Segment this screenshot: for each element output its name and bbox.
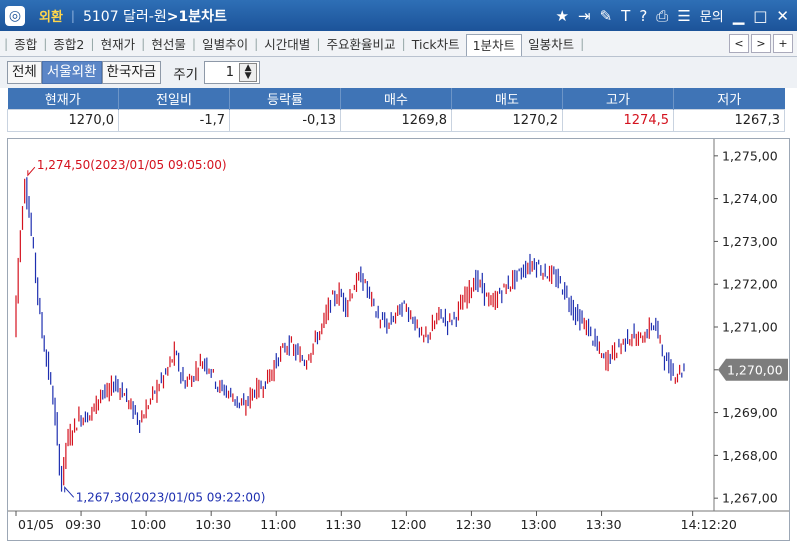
y-tick-label: 1,273,00 — [722, 234, 778, 249]
market-badge: 외환 — [39, 10, 63, 25]
header-current: 현재가 — [7, 88, 119, 109]
value-high: 1274,5 — [562, 108, 674, 132]
pen-icon[interactable]: ✎ — [599, 6, 613, 25]
header-high: 고가 — [562, 88, 674, 109]
x-tick-label: 11:30 — [325, 517, 361, 532]
tab-add-button[interactable]: + — [773, 34, 793, 53]
x-tick-label: 13:00 — [521, 517, 557, 532]
chart-panel[interactable]: 1,275,00 1,274,00 1,273,00 1,272,00 1,271,00… — [7, 138, 790, 541]
tab-next-button[interactable]: > — [751, 34, 771, 53]
print-icon[interactable]: ⎙ — [656, 6, 669, 25]
y-tick-label: 1,269,00 — [722, 405, 778, 420]
tab-summary2[interactable]: 종합2 — [53, 37, 85, 52]
tab-fx-compare[interactable]: 주요환율비교 — [326, 37, 396, 52]
minimize-icon[interactable]: ▁ — [732, 6, 745, 25]
high-annotation: 1,274,50(2023/01/05 09:05:00) — [37, 158, 227, 172]
current-price-marker — [718, 358, 788, 381]
period-value[interactable]: 1 — [225, 65, 235, 80]
tab-summary[interactable]: 종합 — [14, 37, 38, 52]
x-tick-label: 09:30 — [65, 517, 101, 532]
title-prefix: 5107 달러-원 — [82, 8, 167, 25]
y-tick-label: 1,272,00 — [722, 277, 778, 292]
tab-tick-chart[interactable]: Tick차트 — [411, 37, 460, 52]
low-annotation: 1,267,30(2023/01/05 09:22:00) — [76, 490, 266, 504]
quote-header-row: 현재가 전일비 등락률 매수 매도 고가 저가 — [7, 88, 785, 109]
x-tick-label: 10:30 — [195, 517, 231, 532]
period-stepper[interactable]: 1 ▲ ▼ — [204, 61, 261, 84]
control-bar: 전체 서울외환 한국자금 주기 1 ▲ ▼ — [0, 57, 797, 88]
app-logo-icon: ◎ — [5, 5, 25, 26]
window-title: 5107 달러-원>1분차트 — [83, 6, 227, 26]
value-low: 1267,3 — [673, 108, 785, 132]
x-tick-label: 13:30 — [586, 517, 622, 532]
tab-current-price[interactable]: 현재가 — [100, 37, 136, 52]
tab-spot-futures[interactable]: 현선물 — [151, 37, 186, 52]
high-arrow-icon — [27, 166, 36, 177]
tab-daily-chart[interactable]: 일봉차트 — [528, 37, 575, 52]
filter-all-button[interactable]: 전체 — [7, 61, 42, 84]
tab-navigation: < > + — [729, 34, 793, 53]
tab-bar: | 종합 | 종합2 | 현재가 | 현선물 | 일별추이 | 시간대별 | 주요환율비교 |… — [0, 31, 797, 57]
export-icon[interactable]: ⇥ — [578, 6, 591, 25]
tab-daily-trend[interactable]: 일별추이 — [202, 37, 249, 52]
title-separator: | — [70, 8, 75, 23]
y-tick-label: 1,267,00 — [722, 491, 778, 506]
price-chart[interactable]: 1,275,00 1,274,00 1,273,00 1,272,00 1,271,00… — [8, 139, 789, 540]
title-suffix: >1분차트 — [166, 8, 227, 25]
title-bar: ◎ 외환 | 5107 달러-원>1분차트 ★ ⇥ ✎ T ? ⎙ ☰ 문의 ▁… — [0, 0, 797, 31]
close-icon[interactable]: ✕ — [776, 6, 789, 25]
text-icon[interactable]: T — [621, 6, 631, 25]
star-icon[interactable]: ★ — [555, 6, 569, 25]
quote-table: 현재가 전일비 등락률 매수 매도 고가 저가 1270,0 -1,7 -0,1… — [7, 88, 785, 132]
maximize-icon[interactable]: □ — [753, 6, 768, 25]
x-tick-label: 12:00 — [390, 517, 426, 532]
current-price-label: 1,270,00 — [727, 362, 783, 377]
inquiry-button[interactable]: 문의 — [699, 10, 724, 25]
tab-1min-chart[interactable]: 1분차트 — [465, 34, 523, 56]
x-tick-label: 01/05 — [18, 517, 54, 532]
value-change: -1,7 — [118, 108, 230, 132]
list-icon[interactable]: ☰ — [677, 6, 691, 25]
stepper-arrows-icon[interactable]: ▲ ▼ — [239, 63, 258, 82]
y-tick-label: 1,268,00 — [722, 448, 778, 463]
header-change-rate: 등락률 — [229, 88, 341, 109]
toolbar-icons: ★ ⇥ ✎ T ? ⎙ ☰ 문의 ▁ □ ✕ — [556, 0, 789, 31]
value-current: 1270,0 — [7, 108, 119, 132]
x-tick-label: 12:30 — [455, 517, 491, 532]
x-tick-label: 14:12:20 — [681, 517, 737, 532]
filter-seoul-button[interactable]: 서울외환 — [41, 61, 102, 84]
filter-korea-button[interactable]: 한국자금 — [101, 61, 162, 84]
header-low: 저가 — [673, 88, 785, 109]
x-tick-label: 11:00 — [260, 517, 296, 532]
y-tick-label: 1,274,00 — [722, 191, 778, 206]
quote-value-row: 1270,0 -1,7 -0,13 1269,8 1270,2 1274,5 1… — [7, 108, 785, 132]
tab-by-time[interactable]: 시간대별 — [264, 37, 311, 52]
help-icon[interactable]: ? — [639, 6, 648, 25]
value-change-rate: -0,13 — [229, 108, 341, 132]
period-label: 주기 — [173, 66, 199, 83]
header-change: 전일비 — [118, 88, 230, 109]
value-ask: 1270,2 — [451, 108, 563, 132]
value-bid: 1269,8 — [340, 108, 452, 132]
y-tick-label: 1,271,00 — [722, 320, 778, 335]
y-tick-label: 1,275,00 — [722, 148, 778, 163]
x-tick-label: 10:00 — [130, 517, 166, 532]
tab-prev-button[interactable]: < — [729, 34, 749, 53]
header-bid: 매수 — [340, 88, 452, 109]
header-ask: 매도 — [451, 88, 563, 109]
low-arrow-icon — [64, 486, 75, 498]
